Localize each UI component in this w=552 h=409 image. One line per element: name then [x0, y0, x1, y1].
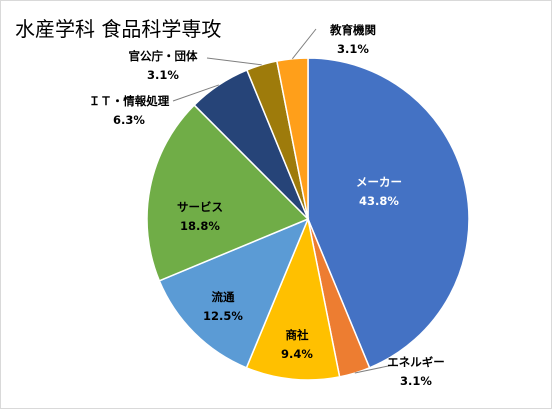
- slice-category-label: サービス: [177, 200, 223, 214]
- pie-slice: [146, 104, 310, 282]
- slice-percent-label: 3.1%: [400, 374, 432, 388]
- leader-line: [206, 57, 262, 66]
- chart-title: 水産学科 食品科学専攻: [15, 17, 222, 41]
- slice-category-label: ＩＴ・情報処理: [89, 94, 170, 108]
- slice-percent-label: 12.5%: [203, 309, 243, 323]
- leader-line: [291, 28, 317, 60]
- slice-category-label: 教育機関: [329, 23, 376, 37]
- pie-slice: [245, 216, 341, 381]
- slice-percent-label: 43.8%: [359, 194, 399, 208]
- slice-category-label: 官公庁・団体: [129, 49, 198, 63]
- leader-line: [354, 364, 394, 374]
- slice-percent-label: 3.1%: [147, 68, 179, 82]
- leader-line: [172, 84, 220, 102]
- pie-slice: [275, 57, 309, 220]
- slice-category-label: 流通: [212, 290, 235, 304]
- pie-slice: [158, 217, 310, 369]
- slice-category-label: 商社: [286, 328, 309, 342]
- slice-percent-label: 6.3%: [113, 113, 145, 127]
- pie-slice: [307, 57, 470, 369]
- slice-category-label: メーカー: [356, 175, 402, 189]
- slice-category-label: エネルギー: [387, 355, 445, 369]
- slice-percent-label: 3.1%: [337, 42, 369, 56]
- slice-percent-label: 18.8%: [180, 219, 220, 233]
- slice-percent-label: 9.4%: [281, 347, 313, 361]
